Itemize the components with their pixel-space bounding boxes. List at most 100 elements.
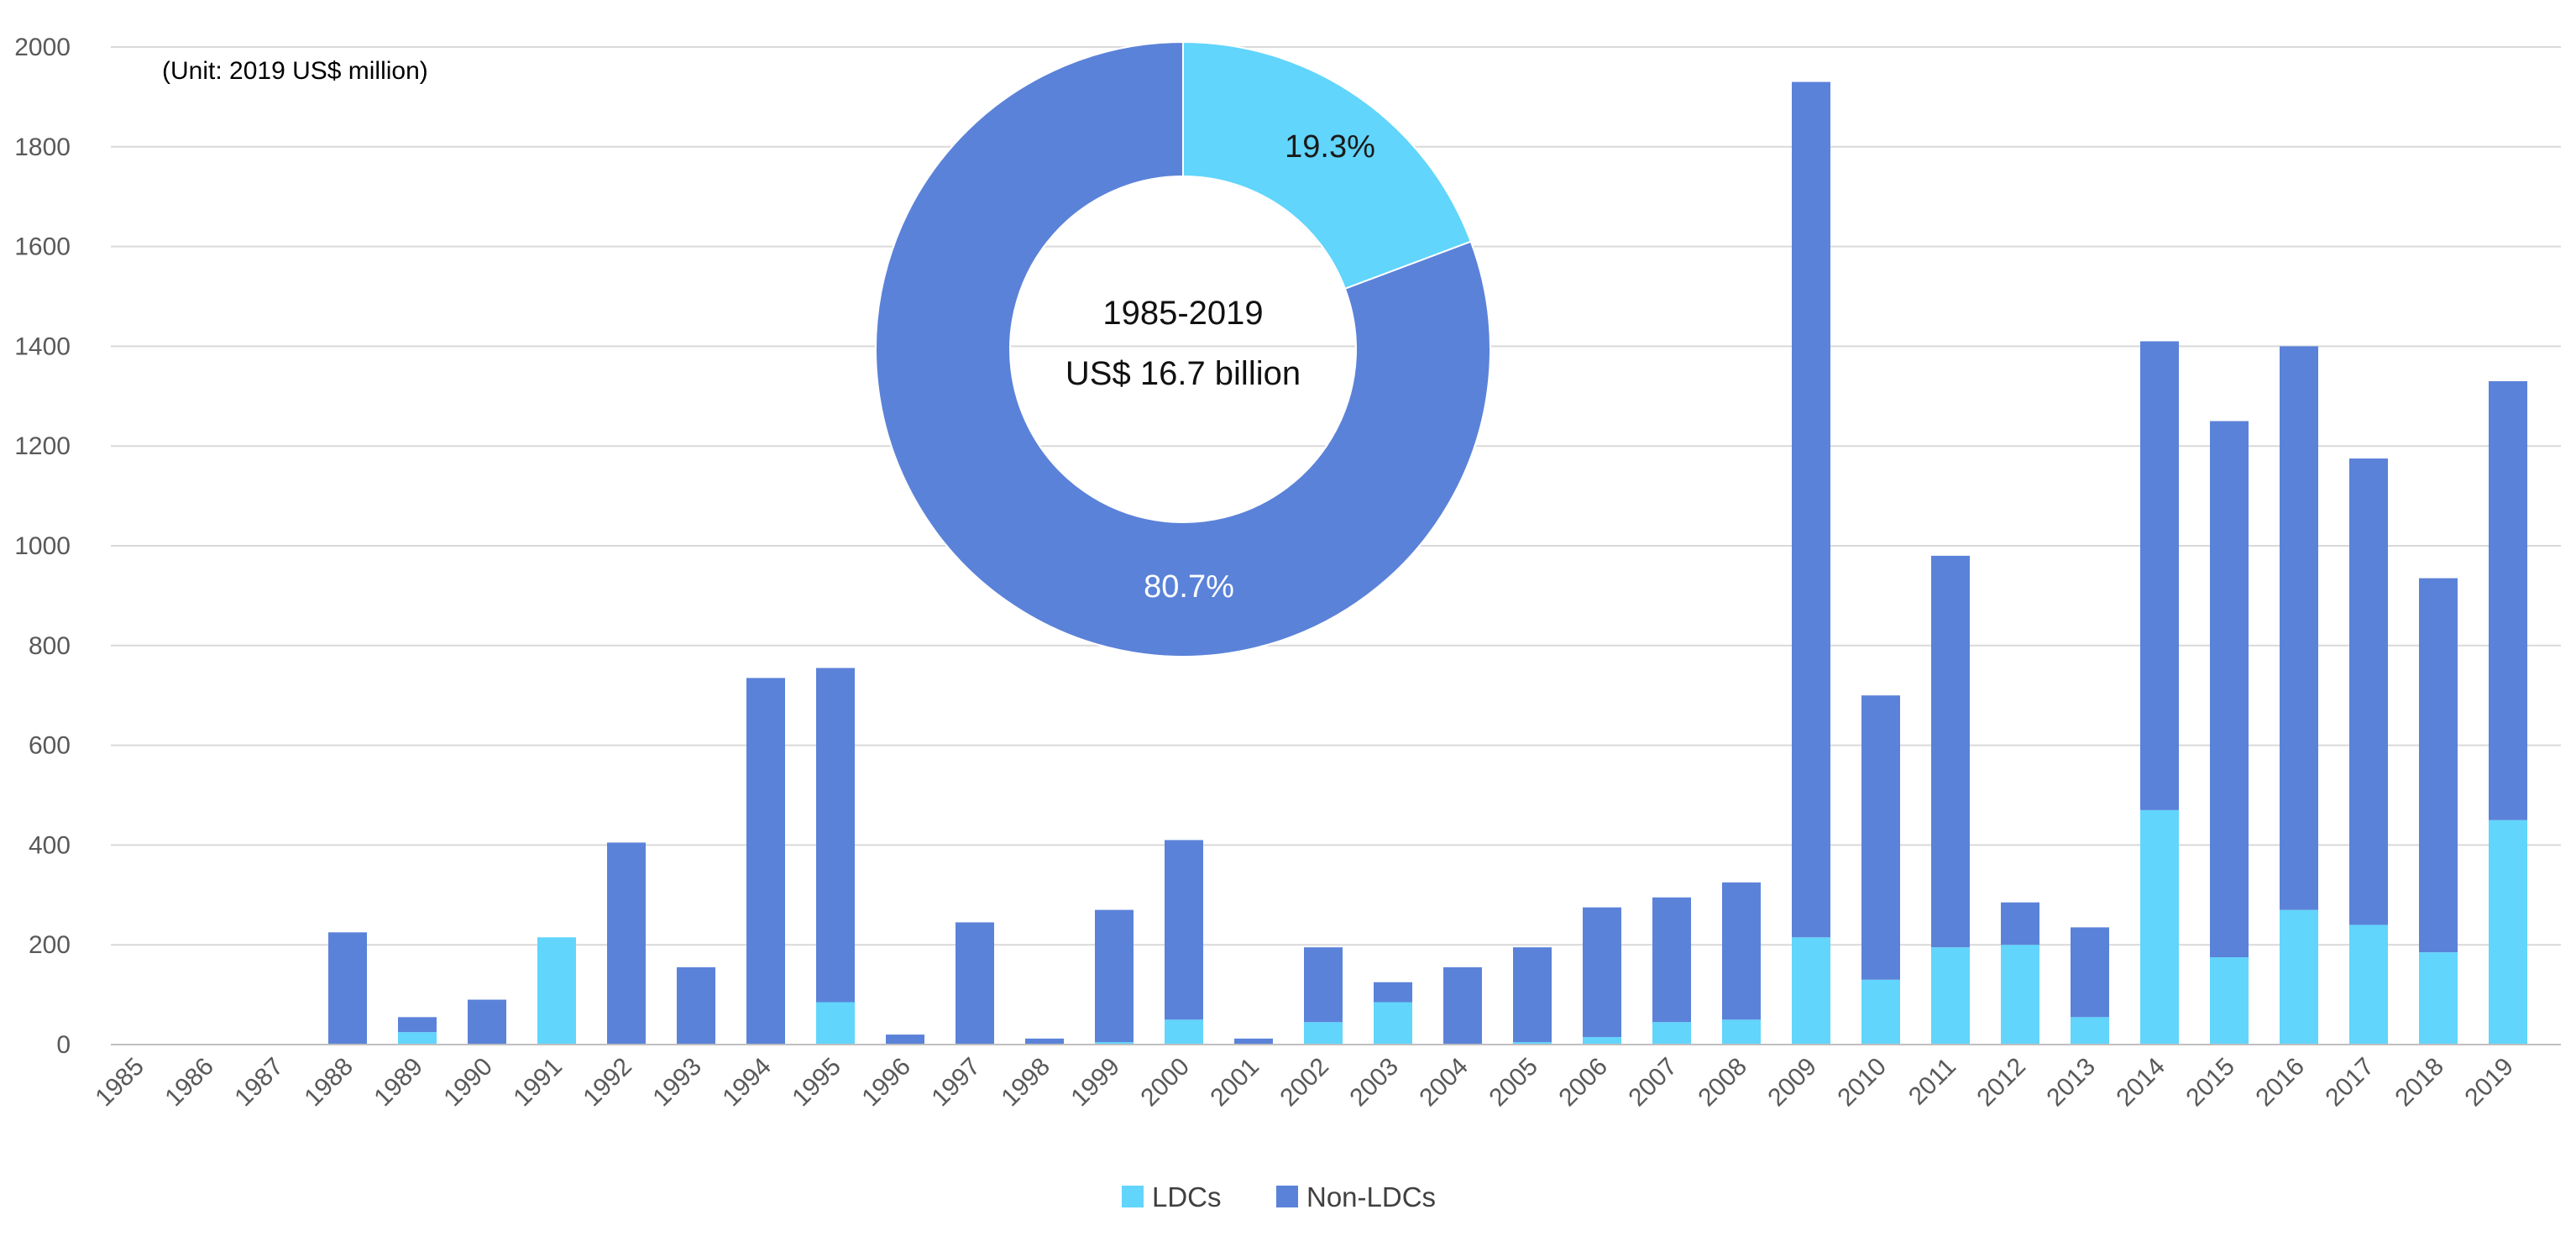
x-tick-label: 1999 — [1065, 1053, 1125, 1113]
y-tick-label: 1400 — [14, 333, 71, 360]
bar-ldcs-2009 — [1792, 937, 1830, 1045]
x-tick-label: 1991 — [508, 1053, 568, 1113]
x-tick-label: 1998 — [996, 1053, 1055, 1113]
x-tick-label: 2010 — [1832, 1053, 1892, 1113]
unit-note: (Unit: 2019 US$ million) — [162, 57, 428, 85]
bar-ldcs-2000 — [1165, 1019, 1203, 1045]
donut-center-period: 1985-2019 — [1102, 295, 1263, 332]
bar-ldcs-1995 — [816, 1002, 855, 1045]
bar-ldcs-2018 — [2419, 952, 2458, 1045]
bar-non-ldcs-1994 — [746, 678, 785, 1045]
bar-non-ldcs-2003 — [1374, 982, 1412, 1003]
bar-ldcs-1989 — [398, 1032, 437, 1045]
y-tick-label: 1000 — [14, 532, 71, 560]
bar-non-ldcs-1995 — [816, 668, 855, 1003]
donut-slice-ldcs — [1182, 40, 1473, 291]
x-tick-label: 2011 — [1903, 1053, 1961, 1111]
legend-label-ldcs: LDCs — [1152, 1181, 1222, 1212]
bar-ldcs-2008 — [1722, 1019, 1761, 1045]
bar-non-ldcs-1993 — [677, 966, 715, 1045]
x-tick-label: 1990 — [438, 1053, 498, 1113]
bar-non-ldcs-1999 — [1095, 909, 1134, 1043]
donut-center-total: US$ 16.7 billion — [1065, 355, 1301, 392]
bar-non-ldcs-2005 — [1513, 947, 1552, 1043]
bar-non-ldcs-2011 — [1931, 555, 1970, 948]
bar-ldcs-2015 — [2210, 957, 2249, 1045]
donut-chart: 1985-2019 US$ 16.7 billion 19.3% 80.7% — [875, 40, 1491, 657]
bar-non-ldcs-2018 — [2419, 578, 2458, 953]
bar-ldcs-1999 — [1095, 1042, 1134, 1045]
y-tick-label: 200 — [29, 931, 71, 959]
bar-non-ldcs-2009 — [1792, 81, 1830, 938]
x-tick-label: 2007 — [1623, 1053, 1683, 1113]
y-tick-label: 800 — [29, 632, 71, 660]
y-axis-ticks: 0 200 400 600 800 1000 1200 1400 1600 1800 2000 — [14, 34, 71, 1059]
bar-ldcs-1991 — [537, 937, 576, 1045]
y-tick-label: 400 — [29, 831, 71, 859]
bar-non-ldcs-2001 — [1234, 1038, 1273, 1045]
x-tick-label: 2000 — [1135, 1053, 1195, 1113]
bar-non-ldcs-2017 — [2349, 458, 2388, 925]
y-tick-label: 1600 — [14, 233, 71, 261]
donut-slice-non-ldcs — [875, 40, 1491, 657]
x-tick-label: 2019 — [2459, 1053, 2519, 1113]
bar-non-ldcs-1992 — [607, 842, 646, 1045]
bar-non-ldcs-2016 — [2280, 346, 2318, 910]
bar-ldcs-2017 — [2349, 924, 2388, 1045]
legend-swatch-ldcs — [1122, 1186, 1144, 1207]
bar-non-ldcs-2010 — [1861, 695, 1900, 980]
x-tick-label: 1986 — [160, 1053, 219, 1113]
x-tick-label: 2014 — [2111, 1053, 2170, 1113]
x-tick-label: 2018 — [2390, 1053, 2449, 1113]
bar-non-ldcs-2002 — [1304, 947, 1343, 1023]
x-tick-label: 2012 — [1971, 1053, 2031, 1113]
x-tick-label: 1985 — [90, 1053, 149, 1113]
x-tick-label: 2006 — [1553, 1053, 1613, 1113]
donut-label-ldcs: 19.3% — [1285, 129, 1375, 165]
bar-ldcs-2010 — [1861, 979, 1900, 1045]
x-tick-label: 2008 — [1693, 1053, 1752, 1113]
x-tick-label: 2005 — [1484, 1053, 1543, 1113]
y-tick-label: 2000 — [14, 34, 71, 61]
bar-non-ldcs-2019 — [2489, 380, 2527, 820]
x-tick-label: 1987 — [229, 1053, 289, 1113]
bar-ldcs-2005 — [1513, 1042, 1552, 1045]
y-tick-label: 1800 — [14, 134, 71, 161]
bar-non-ldcs-2000 — [1165, 840, 1203, 1020]
bar-ldcs-2014 — [2140, 809, 2179, 1045]
y-tick-label: 0 — [56, 1031, 71, 1059]
x-tick-label: 2004 — [1414, 1053, 1474, 1113]
legend: LDCs Non-LDCs — [1122, 1181, 1436, 1212]
bar-ldcs-2006 — [1583, 1037, 1621, 1045]
bar-non-ldcs-1997 — [956, 922, 994, 1045]
bar-non-ldcs-1989 — [398, 1017, 437, 1033]
bar-non-ldcs-1996 — [886, 1034, 924, 1045]
x-tick-label: 1989 — [369, 1053, 428, 1113]
x-axis-ticks: 1985 1986 1987 1988 1989 1990 1991 1992 1993 1994… — [90, 1053, 2519, 1113]
bar-non-ldcs-1988 — [328, 932, 367, 1045]
x-tick-label: 2016 — [2250, 1053, 2310, 1113]
x-tick-label: 1996 — [856, 1053, 916, 1113]
legend-swatch-non-ldcs — [1276, 1186, 1298, 1207]
x-tick-label: 1994 — [717, 1053, 777, 1113]
x-tick-label: 2001 — [1205, 1053, 1264, 1113]
donut-slices — [875, 40, 1491, 657]
bar-ldcs-2016 — [2280, 909, 2318, 1045]
bar-non-ldcs-2015 — [2210, 421, 2249, 958]
x-tick-label: 1993 — [647, 1053, 707, 1113]
legend-label-non-ldcs: Non-LDCs — [1306, 1181, 1436, 1212]
y-tick-label: 600 — [29, 732, 71, 760]
bar-non-ldcs-1998 — [1025, 1038, 1064, 1045]
bar-ldcs-2019 — [2489, 820, 2527, 1045]
bars — [328, 81, 2527, 1045]
bar-ldcs-2011 — [1931, 947, 1970, 1045]
x-tick-label: 2013 — [2041, 1053, 2101, 1113]
bar-non-ldcs-2008 — [1722, 882, 1761, 1020]
bar-non-ldcs-2004 — [1443, 966, 1482, 1045]
bar-ldcs-2003 — [1374, 1002, 1412, 1045]
bar-non-ldcs-2013 — [2071, 927, 2109, 1018]
bar-non-ldcs-1990 — [468, 999, 506, 1045]
x-tick-label: 2002 — [1275, 1053, 1334, 1113]
x-tick-label: 1988 — [299, 1053, 359, 1113]
